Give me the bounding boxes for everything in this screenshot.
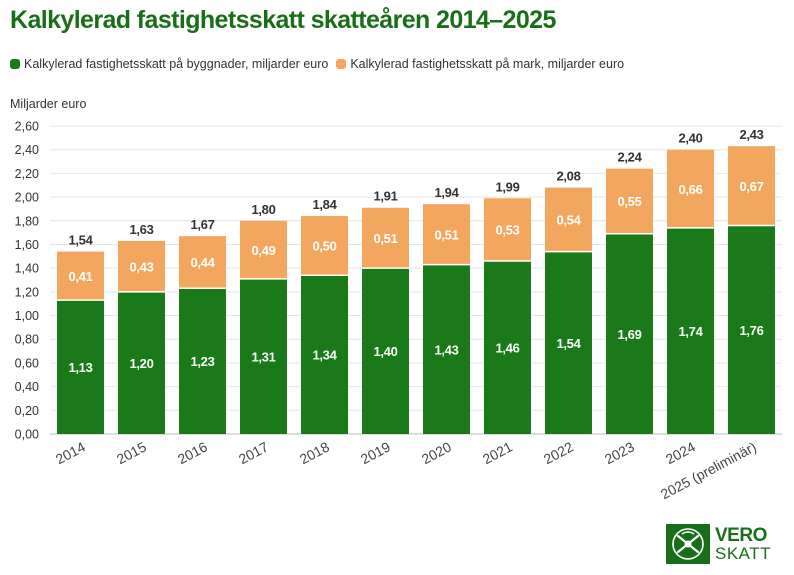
y-tick-label: 0,80 xyxy=(15,333,39,347)
bar-land xyxy=(118,240,165,292)
data-label-land: 0,43 xyxy=(129,259,153,274)
data-label-total: 1,84 xyxy=(312,197,337,212)
data-label-buildings: 1,74 xyxy=(678,324,703,339)
data-label-buildings: 1,43 xyxy=(434,342,458,357)
y-tick-label: 0,00 xyxy=(15,428,39,442)
data-label-land: 0,53 xyxy=(495,223,519,238)
bar-land xyxy=(301,216,348,276)
x-tick-label: 2019 xyxy=(358,438,393,467)
data-label-land: 0,49 xyxy=(251,243,275,258)
bar-buildings xyxy=(667,227,714,434)
legend-label-buildings: Kalkylerad fastighetsskatt på byggnader,… xyxy=(24,57,329,71)
bar-buildings xyxy=(57,300,104,434)
data-label-land: 0,51 xyxy=(373,231,397,246)
y-tick-label: 0,20 xyxy=(15,404,39,418)
y-tick-label: 1,00 xyxy=(15,309,39,323)
bar-buildings xyxy=(118,291,165,434)
x-tick-label: 2024 xyxy=(663,438,698,467)
vero-emblem-icon xyxy=(666,524,710,564)
data-label-total: 2,40 xyxy=(678,131,702,146)
x-tick-label: 2017 xyxy=(236,438,271,467)
data-label-buildings: 1,76 xyxy=(739,323,763,338)
bar-land xyxy=(240,220,287,279)
data-label-total: 2,43 xyxy=(739,127,763,142)
y-axis-title: Miljarder euro xyxy=(10,97,86,111)
data-label-total: 1,99 xyxy=(495,179,519,194)
data-label-total: 1,91 xyxy=(373,189,397,204)
legend-item-land: Kalkylerad fastighetsskatt på mark, milj… xyxy=(336,57,624,71)
bar-land xyxy=(362,207,409,269)
data-label-land: 0,41 xyxy=(68,269,92,284)
data-label-land: 0,44 xyxy=(190,255,215,270)
y-tick-label: 1,80 xyxy=(15,214,39,228)
y-tick-label: 0,60 xyxy=(15,356,39,370)
legend-swatch-buildings xyxy=(10,59,20,69)
data-label-total: 2,08 xyxy=(556,169,580,184)
legend-label-land: Kalkylerad fastighetsskatt på mark, milj… xyxy=(350,57,625,71)
data-label-total: 1,54 xyxy=(68,233,93,248)
y-tick-label: 2,00 xyxy=(15,191,39,205)
logo-text-vero: VERO xyxy=(715,525,767,546)
data-label-total: 1,63 xyxy=(129,222,153,237)
bar-buildings xyxy=(728,225,775,434)
x-tick-label: 2014 xyxy=(53,438,88,467)
data-label-buildings: 1,54 xyxy=(556,336,581,351)
legend-item-buildings: Kalkylerad fastighetsskatt på byggnader,… xyxy=(10,57,328,71)
data-label-total: 1,67 xyxy=(190,217,214,232)
x-tick-label: 2016 xyxy=(175,438,210,467)
data-label-total: 1,94 xyxy=(434,185,459,200)
y-tick-label: 0,40 xyxy=(15,380,39,394)
data-label-buildings: 1,23 xyxy=(190,354,214,369)
data-label-buildings: 1,69 xyxy=(617,327,641,342)
data-label-buildings: 1,13 xyxy=(68,360,92,375)
bar-buildings xyxy=(484,261,531,434)
x-tick-label: 2018 xyxy=(297,438,332,467)
bar-land xyxy=(606,168,653,234)
y-tick-label: 1,60 xyxy=(15,238,39,252)
y-tick-label: 1,40 xyxy=(15,262,39,276)
y-tick-label: 2,40 xyxy=(15,143,39,157)
vero-logo: VERO SKATT xyxy=(666,524,784,564)
bar-land xyxy=(667,149,714,228)
x-tick-label: 2015 xyxy=(114,438,149,467)
bar-buildings xyxy=(240,278,287,434)
data-label-buildings: 1,46 xyxy=(495,341,519,356)
data-label-buildings: 1,31 xyxy=(251,349,275,364)
data-label-buildings: 1,20 xyxy=(129,356,153,371)
bar-land xyxy=(57,251,104,301)
bar-land xyxy=(423,204,470,265)
y-tick-label: 2,20 xyxy=(15,167,39,181)
bar-land xyxy=(545,187,592,252)
bar-buildings xyxy=(423,264,470,434)
data-label-land: 0,54 xyxy=(556,213,581,228)
legend: Kalkylerad fastighetsskatt på byggnader,… xyxy=(10,55,632,73)
data-label-total: 1,80 xyxy=(251,202,275,217)
y-tick-label: 1,20 xyxy=(15,285,39,299)
bar-land xyxy=(179,236,226,289)
x-tick-label: 2023 xyxy=(602,438,637,467)
bar-buildings xyxy=(179,288,226,434)
bar-buildings xyxy=(545,251,592,434)
logo-text-skatt: SKATT xyxy=(715,544,772,563)
data-label-land: 0,50 xyxy=(312,239,336,254)
data-label-buildings: 1,40 xyxy=(373,344,397,359)
x-tick-label: 2022 xyxy=(541,438,576,467)
bar-buildings xyxy=(606,233,653,434)
bar-land xyxy=(728,146,775,226)
data-label-land: 0,55 xyxy=(617,194,641,209)
data-label-land: 0,67 xyxy=(739,179,763,194)
legend-swatch-land xyxy=(336,59,347,69)
data-label-land: 0,51 xyxy=(434,227,458,242)
y-tick-label: 2,60 xyxy=(15,120,39,134)
bar-buildings xyxy=(301,275,348,434)
x-tick-label: 2021 xyxy=(480,438,515,467)
x-tick-label: 2020 xyxy=(419,438,454,467)
data-label-buildings: 1,34 xyxy=(312,348,337,363)
bar-land xyxy=(484,198,531,262)
data-label-land: 0,66 xyxy=(678,182,702,197)
bar-buildings xyxy=(362,268,409,434)
data-label-total: 2,24 xyxy=(617,150,642,165)
chart-title: Kalkylerad fastighetsskatt skatteåren 20… xyxy=(10,6,556,34)
